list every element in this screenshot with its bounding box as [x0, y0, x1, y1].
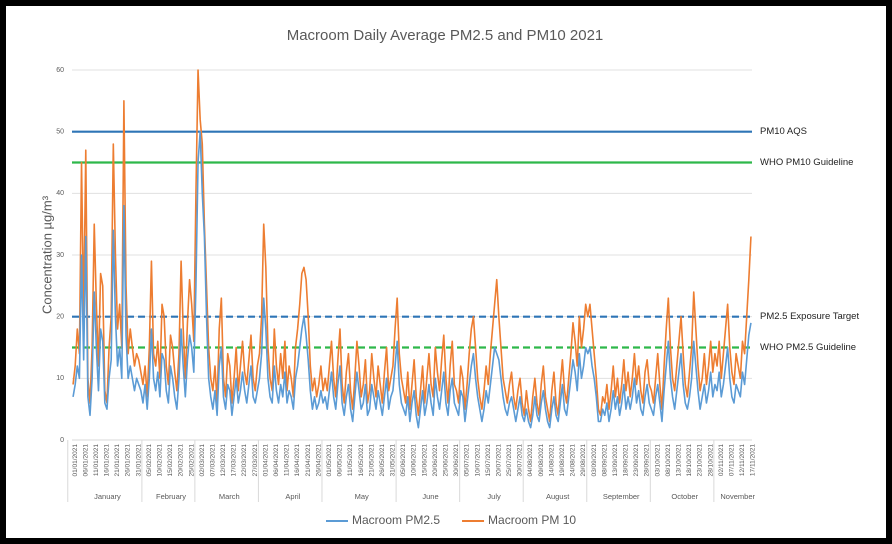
month-label: September: [603, 492, 640, 501]
x-tick-label: 16/01/2021: [104, 444, 111, 477]
x-tick-label: 30/07/2021: [517, 444, 524, 477]
x-tick-label: 26/01/2021: [125, 444, 132, 477]
x-tick-label: 30/06/2021: [453, 444, 460, 477]
x-tick-label: 26/05/2021: [379, 444, 386, 477]
x-tick-label: 18/10/2021: [686, 444, 693, 477]
month-label: April: [285, 492, 300, 501]
x-tick-label: 06/04/2021: [273, 444, 280, 477]
x-tick-label: 28/10/2021: [707, 444, 714, 477]
x-tick-label: 13/09/2021: [612, 444, 619, 477]
y-tick-label: 30: [56, 252, 64, 259]
y-tick-label: 50: [56, 129, 64, 136]
reference-label: PM10 AQS: [760, 126, 807, 137]
x-tick-label: 06/01/2021: [82, 444, 89, 477]
x-tick-label: 23/10/2021: [697, 444, 704, 477]
x-tick-label: 11/04/2021: [284, 444, 291, 476]
month-label: June: [422, 492, 438, 501]
x-tick-label: 13/10/2021: [676, 444, 683, 477]
x-tick-label: 01/05/2021: [326, 444, 333, 477]
x-tick-label: 16/04/2021: [294, 444, 301, 477]
x-tick-label: 05/06/2021: [400, 444, 407, 477]
legend-label: Macroom PM2.5: [352, 513, 440, 527]
y-tick-label: 20: [56, 314, 64, 321]
x-tick-label: 10/06/2021: [411, 444, 418, 477]
x-tick-label: 03/10/2021: [654, 444, 661, 477]
x-tick-label: 26/04/2021: [315, 444, 322, 477]
y-axis-label: Concentration µg/m³: [39, 195, 54, 314]
x-tick-label: 01/01/2021: [72, 444, 79, 477]
x-tick-label: 17/03/2021: [231, 444, 238, 477]
series-line: [72, 69, 752, 423]
x-tick-label: 10/07/2021: [474, 444, 481, 477]
x-tick-label: 08/10/2021: [665, 444, 672, 477]
reference-label: PM2.5 Exposure Target: [760, 311, 859, 322]
x-tick-label: 09/08/2021: [538, 444, 545, 477]
x-tick-label: 07/11/2021: [728, 444, 735, 476]
x-tick-label: 20/06/2021: [432, 444, 439, 477]
x-tick-label: 08/09/2021: [601, 444, 608, 477]
y-tick-label: 0: [60, 437, 64, 444]
x-tick-label: 11/01/2021: [93, 444, 100, 476]
y-tick-label: 10: [56, 375, 64, 382]
month-label: March: [219, 492, 240, 501]
x-tick-label: 25/07/2021: [506, 444, 513, 477]
x-tick-label: 20/02/2021: [178, 444, 185, 477]
x-tick-label: 11/05/2021: [347, 444, 354, 476]
x-tick-label: 02/11/2021: [718, 444, 725, 476]
x-tick-label: 21/05/2021: [368, 444, 375, 477]
x-tick-label: 05/02/2021: [146, 444, 153, 477]
x-tick-label: 16/05/2021: [358, 444, 365, 477]
x-tick-label: 21/01/2021: [114, 444, 121, 477]
month-label: November: [720, 492, 755, 501]
x-tick-label: 25/02/2021: [188, 444, 195, 477]
x-tick-label: 14/08/2021: [548, 444, 555, 477]
x-tick-label: 04/08/2021: [527, 444, 534, 477]
x-tick-label: 28/09/2021: [644, 444, 651, 477]
x-tick-label: 03/09/2021: [591, 444, 598, 477]
reference-label: WHO PM10 Guideline: [760, 157, 853, 168]
x-tick-label: 23/09/2021: [633, 444, 640, 477]
series-line: [72, 130, 752, 429]
x-tick-label: 12/11/2021: [739, 444, 746, 476]
month-label: October: [671, 492, 698, 501]
x-tick-label: 01/04/2021: [262, 444, 269, 477]
x-tick-label: 02/03/2021: [199, 444, 206, 477]
y-tick-label: 40: [56, 190, 64, 197]
x-tick-label: 05/07/2021: [464, 444, 471, 477]
x-tick-label: 17/11/2021: [750, 444, 757, 476]
x-tick-label: 25/06/2021: [442, 444, 449, 477]
x-tick-label: 10/02/2021: [157, 444, 164, 477]
x-tick-label: 18/09/2021: [623, 444, 630, 477]
x-tick-label: 07/03/2021: [209, 444, 216, 477]
x-tick-label: 15/02/2021: [167, 444, 174, 477]
x-tick-label: 29/08/2021: [580, 444, 587, 477]
x-tick-label: 12/03/2021: [220, 444, 227, 477]
x-tick-label: 31/05/2021: [390, 444, 397, 477]
reference-label: WHO PM2.5 Guideline: [760, 342, 856, 353]
month-label: May: [355, 492, 369, 501]
x-tick-label: 19/08/2021: [559, 444, 566, 477]
month-label: July: [487, 492, 501, 501]
legend-label: Macroom PM 10: [488, 513, 576, 527]
x-tick-label: 24/08/2021: [570, 444, 577, 477]
x-tick-label: 27/03/2021: [252, 444, 259, 477]
x-tick-label: 22/03/2021: [241, 444, 248, 477]
x-tick-label: 20/07/2021: [495, 444, 502, 477]
x-tick-label: 21/04/2021: [305, 444, 312, 477]
x-tick-label: 31/01/2021: [135, 444, 142, 477]
month-label: February: [156, 492, 186, 501]
y-tick-label: 60: [56, 67, 64, 74]
x-tick-label: 06/05/2021: [337, 444, 344, 477]
month-label: January: [94, 492, 121, 501]
x-tick-label: 15/06/2021: [421, 444, 428, 477]
month-label: August: [546, 492, 570, 501]
x-tick-label: 15/07/2021: [485, 444, 492, 477]
chart-title: Macroom Daily Average PM2.5 and PM10 202…: [287, 27, 604, 44]
